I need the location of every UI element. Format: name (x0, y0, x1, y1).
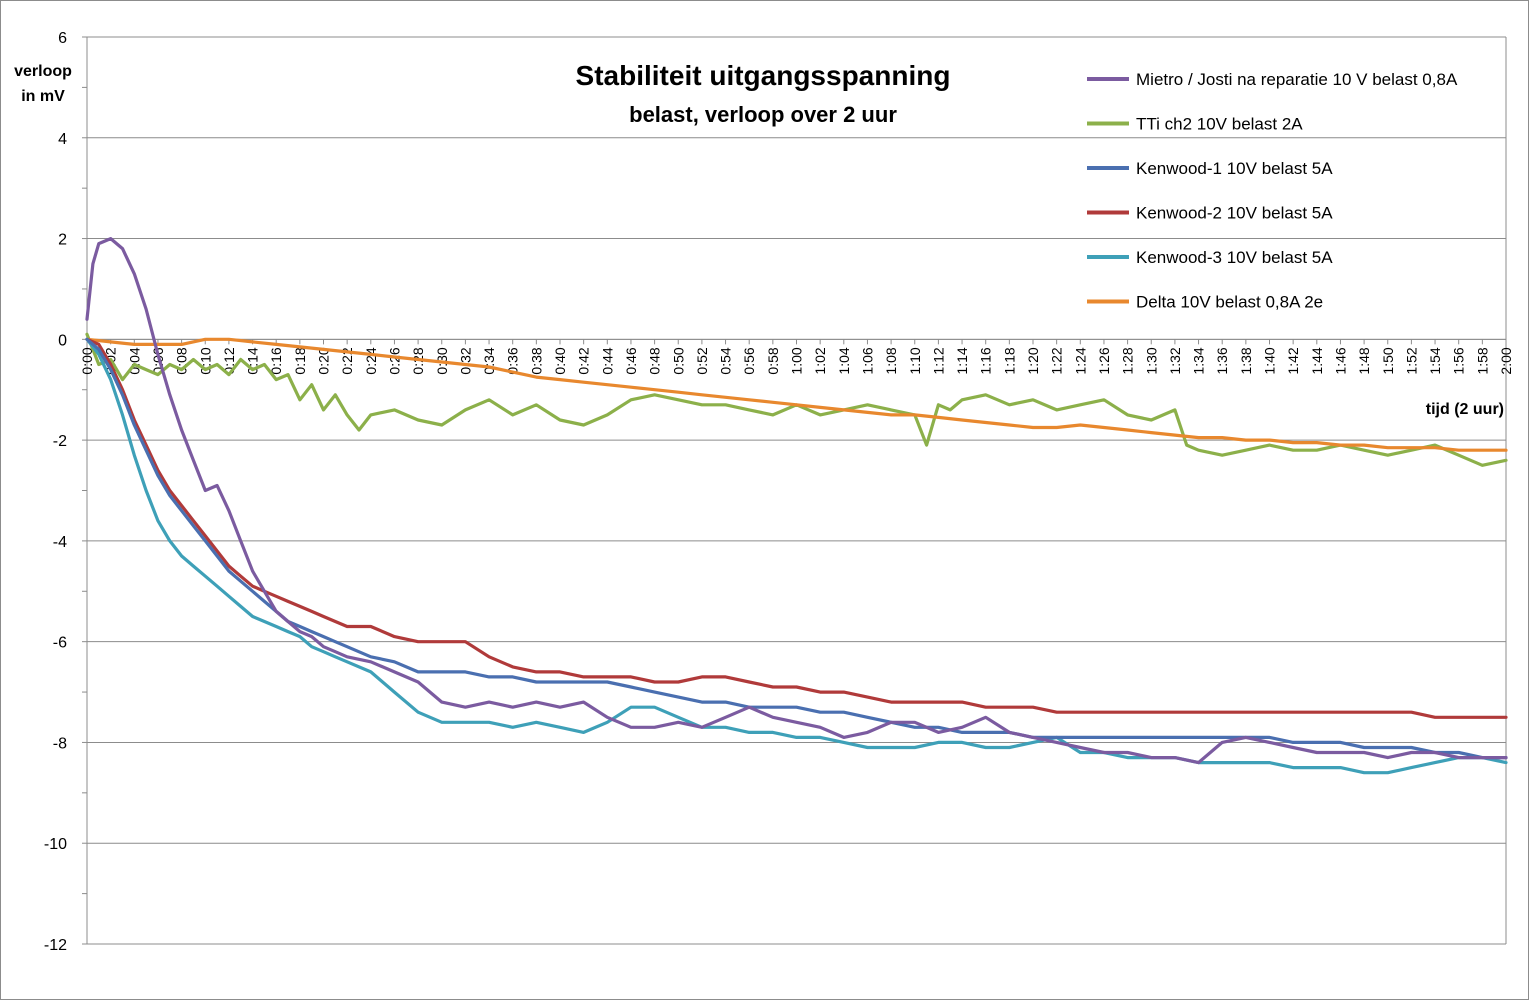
x-tick-label: 1:16 (978, 347, 994, 374)
legend-label: Kenwood-3 10V belast 5A (1136, 248, 1333, 267)
x-tick-label: 0:24 (363, 347, 379, 374)
x-axis-label: tijd (2 uur) (1426, 401, 1504, 418)
x-tick-label: 1:44 (1309, 347, 1325, 374)
x-tick-label: 1:38 (1238, 347, 1254, 374)
series-lines (85, 237, 1508, 775)
x-tick-label: 1:24 (1072, 347, 1088, 374)
x-tick-label: 1:52 (1403, 347, 1419, 374)
x-tick-label: 0:52 (694, 347, 710, 374)
x-tick-label: 0:58 (765, 347, 781, 374)
x-tick-label: 1:30 (1143, 347, 1159, 374)
x-tick-label: 0:50 (670, 347, 686, 374)
x-tick-label: 1:20 (1025, 347, 1041, 374)
y-tick-label: 0 (58, 332, 67, 349)
legend-label: Kenwood-1 10V belast 5A (1136, 159, 1333, 178)
x-tick-label: 0:26 (386, 347, 402, 374)
chart-subtitle: belast, verloop over 2 uur (629, 102, 897, 127)
chart-title: Stabiliteit uitgangsspanning (576, 60, 951, 91)
series-line-6 (85, 337, 1508, 452)
x-tick-label: 0:48 (647, 347, 663, 374)
y-axis-label-line2: in mV (21, 88, 65, 105)
x-tick-label: 0:18 (292, 347, 308, 374)
x-tick-label: 1:18 (1001, 347, 1017, 374)
x-tick-label: 1:12 (930, 347, 946, 374)
legend-label: TTi ch2 10V belast 2A (1136, 115, 1303, 134)
x-tick-label: 1:48 (1356, 347, 1372, 374)
x-tick-label: 0:44 (599, 347, 615, 374)
x-tick-label: 2:00 (1498, 347, 1514, 374)
legend-label: Kenwood-2 10V belast 5A (1136, 204, 1333, 223)
x-tick-label: 1:56 (1451, 347, 1467, 374)
y-tick-label: -12 (44, 937, 67, 954)
legend-label: Delta 10V belast 0,8A 2e (1136, 293, 1323, 312)
x-tick-label: 1:10 (907, 347, 923, 374)
legend-label: Mietro / Josti na reparatie 10 V belast … (1136, 70, 1458, 89)
series-line-3 (85, 337, 1508, 760)
y-axis-label-line1: verloop (14, 63, 72, 80)
x-tick-label: 1:36 (1214, 347, 1230, 374)
x-tick-label: 1:00 (789, 347, 805, 374)
y-tick-labels: 6 4 2 0 -2 -4 -6 -8 -10 -12 (44, 30, 67, 954)
x-tick-label: 1:46 (1332, 347, 1348, 374)
x-tick-label: 0:20 (316, 347, 332, 374)
y-tick-label: 2 (58, 232, 67, 249)
x-tick-labels: 0:00 0:02 0:04 0:06 0:08 0:10 0:12 0:14 0:16 0:18… (79, 347, 1514, 374)
x-tick-label: 0:34 (481, 347, 497, 374)
x-tick-label: 0:40 (552, 347, 568, 374)
y-tick-label: 4 (58, 131, 67, 148)
series-line-4 (85, 337, 1508, 719)
x-tick-label: 1:58 (1474, 347, 1490, 374)
x-tick-label: 1:34 (1191, 347, 1207, 374)
y-tick-label: -10 (44, 836, 67, 853)
x-tick-label: 1:22 (1049, 347, 1065, 374)
x-tick-label: 0:42 (576, 347, 592, 374)
x-tick-label: 0:54 (718, 347, 734, 374)
y-tick-label: -8 (53, 735, 67, 752)
x-tick-label: 0:38 (528, 347, 544, 374)
x-tick-label: 0:46 (623, 347, 639, 374)
x-tick-label: 1:42 (1285, 347, 1301, 374)
series-line-5 (85, 337, 1508, 775)
x-tick-label: 0:36 (505, 347, 521, 374)
x-tick-label: 1:28 (1120, 347, 1136, 374)
x-tick-label: 0:22 (339, 347, 355, 374)
x-tick-label: 0:32 (457, 347, 473, 374)
x-tick-label: 1:26 (1096, 347, 1112, 374)
x-tick-label: 1:32 (1167, 347, 1183, 374)
x-tick-label: 1:14 (954, 347, 970, 374)
y-tick-label: -2 (53, 433, 67, 450)
y-tick-label: 6 (58, 30, 67, 47)
series-line-1 (85, 237, 1508, 765)
x-tick-label: 1:02 (812, 347, 828, 374)
x-tick-label: 1:50 (1380, 347, 1396, 374)
x-tick-label: 0:56 (741, 347, 757, 374)
x-tick-label: 0:00 (79, 347, 95, 374)
y-tick-label: -4 (53, 534, 67, 551)
x-tick-label: 1:04 (836, 347, 852, 374)
x-tick-label: 1:40 (1262, 347, 1278, 374)
series-line-2 (85, 332, 1508, 467)
x-tick-label: 1:08 (883, 347, 899, 374)
x-tick-label: 1:54 (1427, 347, 1443, 374)
x-tick-label: 1:06 (859, 347, 875, 374)
y-tick-label: -6 (53, 635, 67, 652)
x-tick-label: 0:16 (268, 347, 284, 374)
legend: Mietro / Josti na reparatie 10 V belast … (1087, 70, 1458, 312)
